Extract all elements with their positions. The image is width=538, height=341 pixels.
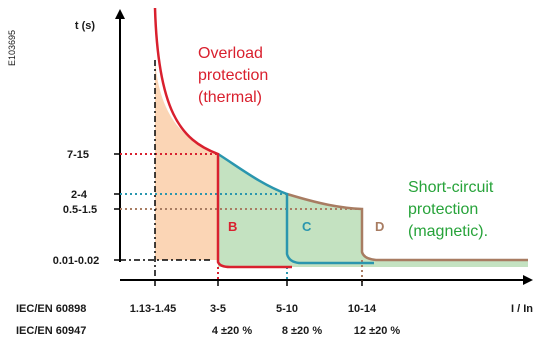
svg-text:(magnetic).: (magnetic). — [408, 223, 488, 240]
curve-d-label: D — [375, 219, 384, 234]
curve-d — [286, 192, 528, 262]
overload-zone-label: Overload protection (thermal) — [198, 45, 268, 106]
standard-value: 1.13-1.45 — [130, 303, 176, 315]
svg-text:Overload: Overload — [198, 45, 263, 62]
y-tick-label: 0.5-1.5 — [63, 204, 97, 216]
standard-value: 4 ±20 % — [212, 325, 253, 337]
standard-value: 12 ±20 % — [354, 325, 401, 337]
figure-id: E103695 — [7, 30, 17, 66]
svg-text:Short-circuit: Short-circuit — [408, 179, 494, 196]
standard-value: 10-14 — [348, 303, 377, 315]
svg-text:protection: protection — [198, 67, 268, 84]
curve-c-label: C — [302, 219, 312, 234]
standard-value: 3-5 — [210, 303, 226, 315]
curve-c — [217, 152, 374, 265]
magnetic-zone — [218, 154, 528, 267]
short-circuit-zone-label: Short-circuit protection (magnetic). — [408, 179, 494, 240]
x-axis-label: I / In — [511, 303, 533, 315]
svg-text:protection: protection — [408, 201, 478, 218]
y-tick-label: 0.01-0.02 — [53, 255, 99, 267]
y-tick-label: 2-4 — [71, 189, 88, 201]
standard-name: IEC/EN 60898 — [16, 303, 86, 315]
y-axis-label: t (s) — [75, 20, 96, 32]
curve-b-label: B — [228, 219, 237, 234]
standard-value: 8 ±20 % — [282, 325, 323, 337]
curve-b — [153, 7, 292, 269]
standard-value: 5-10 — [276, 303, 298, 315]
standard-name: IEC/EN 60947 — [16, 325, 86, 337]
svg-text:(thermal): (thermal) — [198, 89, 262, 106]
y-tick-label: 7-15 — [67, 149, 89, 161]
